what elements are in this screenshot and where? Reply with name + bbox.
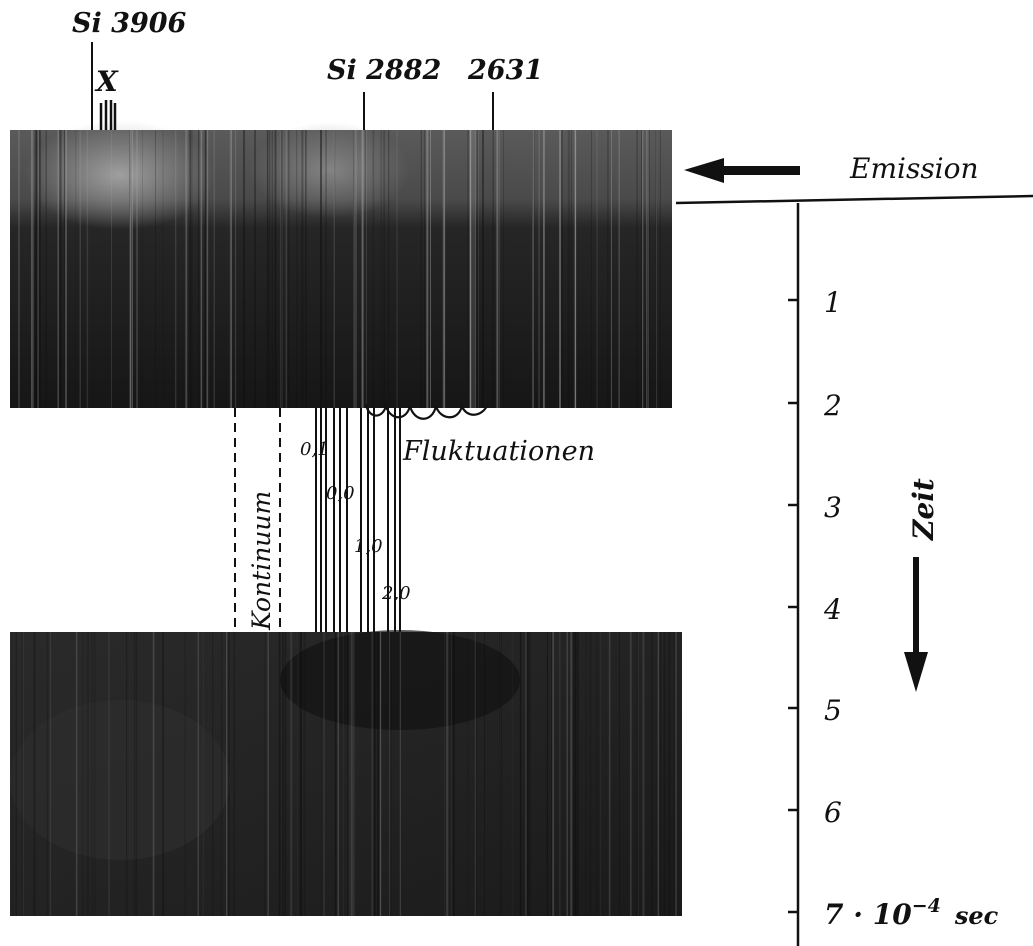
label-zeit: Zeit (907, 478, 940, 541)
tick-1: 1 (824, 286, 842, 319)
label-si-2882: Si 2882 (327, 55, 441, 86)
band-label-0-1: 0,1 (300, 439, 329, 460)
tick-3: 3 (824, 491, 842, 524)
label-x: X (94, 65, 119, 98)
kontinuum-region (234, 408, 281, 632)
fluktuation-curves (364, 402, 490, 420)
tick-2: 2 (823, 389, 842, 422)
band-label-1-0: 1,0 (354, 536, 383, 557)
tick-5: 5 (824, 694, 842, 727)
late-film (10, 630, 682, 916)
line-markers (91, 42, 494, 130)
band-label-0-0: 0,0 (326, 483, 355, 504)
time-unit: sec (954, 901, 999, 930)
zeit-arrow-icon (904, 557, 928, 692)
tick-4: 4 (823, 593, 842, 626)
label-emission: Emission (849, 152, 979, 185)
label-fluktuationen: Fluktuationen (402, 436, 595, 467)
emission-film (10, 120, 672, 408)
tick-exponent: −4 (912, 895, 941, 917)
emission-arrow-icon (684, 158, 800, 183)
time-axis (675, 194, 1033, 946)
film-streaks (12, 632, 677, 916)
label-kontinuum: Kontinuum (247, 491, 276, 631)
band-label-2-0: 2,0 (381, 583, 411, 604)
film-streaks (18, 130, 661, 408)
tick-6: 6 (824, 796, 842, 829)
label-2631: 2631 (467, 55, 543, 86)
tick-7-mantissa: 7 · 10 (824, 898, 912, 931)
label-si-3906: Si 3906 (72, 8, 187, 39)
band-lines (315, 408, 401, 632)
tick-7: 7 · 10−4 sec (824, 895, 999, 931)
